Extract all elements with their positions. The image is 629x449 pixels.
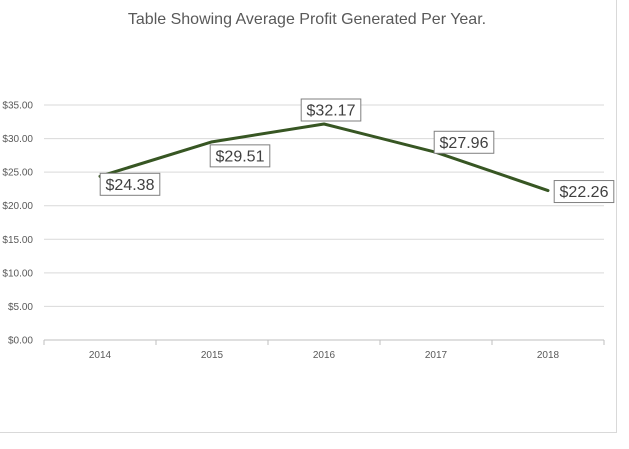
data-label: $22.26 xyxy=(553,180,615,204)
y-tick-label: $25.00 xyxy=(2,168,33,179)
x-axis: 2014 2015 2016 2017 2018 xyxy=(43,340,605,361)
x-tick-label: 2017 xyxy=(425,350,448,361)
y-tick-label: $0.00 xyxy=(8,336,33,347)
data-label-text: $22.26 xyxy=(560,184,609,201)
x-tick-label: 2016 xyxy=(313,350,336,361)
data-label-box xyxy=(99,172,161,196)
x-tick-label: 2014 xyxy=(89,350,112,361)
data-label: $29.51 xyxy=(209,144,271,168)
data-label-text: $32.17 xyxy=(307,103,356,120)
data-label-box xyxy=(300,98,362,122)
data-label-box xyxy=(433,130,495,154)
data-label-text: $24.38 xyxy=(106,177,155,194)
data-label-text: $29.51 xyxy=(216,148,265,165)
data-label-group: $24.38 $29.51 $32.17 $27.96 $22.26 xyxy=(99,98,615,204)
y-tick-label: $5.00 xyxy=(8,302,33,313)
series-line-group xyxy=(98,122,550,193)
series-line xyxy=(98,122,550,193)
data-label: $32.17 xyxy=(300,98,362,122)
y-tick-label: $10.00 xyxy=(2,268,33,279)
y-tick-label: $30.00 xyxy=(2,134,33,145)
y-tick-label: $15.00 xyxy=(2,235,33,246)
data-label: $27.96 xyxy=(433,130,495,154)
data-label-text: $27.96 xyxy=(440,135,489,152)
data-label: $24.38 xyxy=(99,172,161,196)
data-label-box xyxy=(553,180,615,204)
chart-area xyxy=(0,0,617,433)
data-label-box xyxy=(209,144,271,168)
y-tick-label: $20.00 xyxy=(2,201,33,212)
y-axis-tick-labels: $35.00 $30.00 $25.00 $20.00 $15.00 $10.00 $5.0… xyxy=(2,101,33,347)
x-tick-label: 2015 xyxy=(201,350,224,361)
gridlines xyxy=(44,104,604,341)
y-tick-label: $35.00 xyxy=(2,101,33,112)
chart-title: Table Showing Average Profit Generated P… xyxy=(128,11,486,28)
x-tick-label: 2018 xyxy=(537,350,560,361)
